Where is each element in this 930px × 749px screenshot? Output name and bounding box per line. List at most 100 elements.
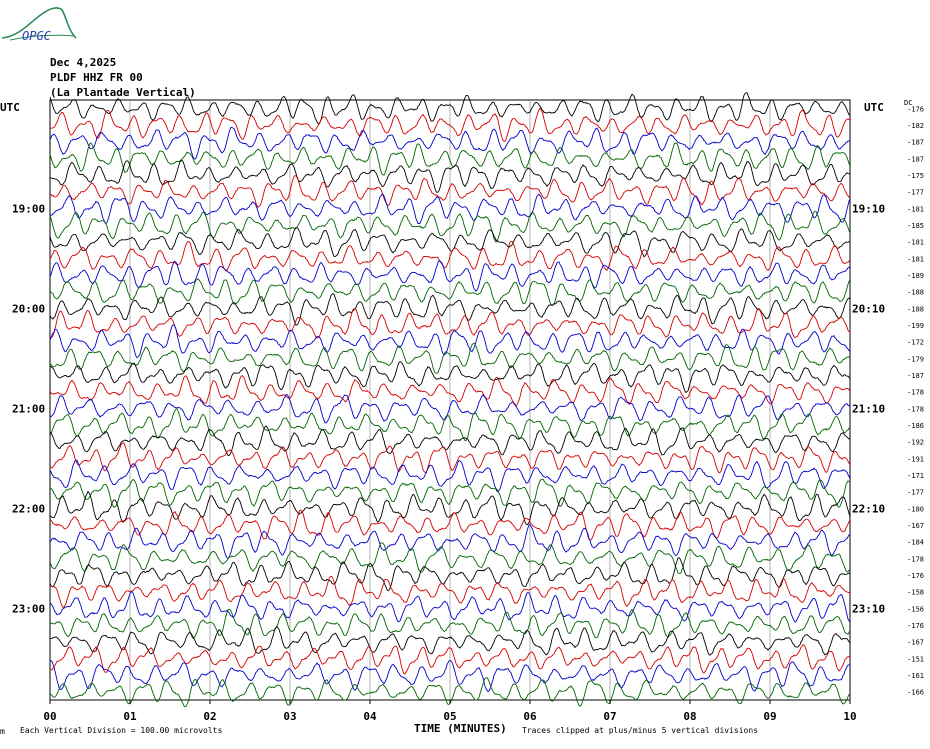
- dc-offset-label: -172: [907, 339, 924, 347]
- right-hour-label: 22:10: [852, 502, 885, 515]
- left-hour-label: 23:00: [12, 602, 45, 615]
- right-hour-label: 23:10: [852, 602, 885, 615]
- trace-line: [49, 92, 851, 125]
- trace-line: [49, 644, 851, 675]
- trace-line: [49, 374, 851, 407]
- left-hour-labels: 19:00 20:00 21:00 22:00 23:00: [12, 202, 45, 615]
- x-tick-label: 03: [283, 710, 296, 723]
- trace-line: [49, 591, 851, 623]
- dc-offset-label: -181: [907, 255, 924, 263]
- trace-line: [49, 227, 851, 258]
- trace-line: [49, 408, 851, 442]
- trace-line: [49, 240, 851, 272]
- trace-line: [49, 308, 851, 339]
- x-tick-label: 06: [523, 710, 537, 723]
- trace-line: [49, 260, 851, 293]
- x-tick-label: 01: [123, 710, 137, 723]
- dc-offset-label: -176: [907, 105, 924, 113]
- left-hour-label: 21:00: [12, 402, 45, 415]
- trace-line: [49, 625, 851, 656]
- dc-offset-label: -186: [907, 422, 924, 430]
- dc-offset-label: -179: [907, 355, 924, 363]
- x-tick-label: 07: [603, 710, 616, 723]
- dc-offset-label: -151: [907, 655, 924, 663]
- dc-offset-label: -191: [907, 455, 924, 463]
- trace-line: [49, 174, 851, 208]
- dc-offset-label: -187: [907, 155, 924, 163]
- trace-line: [49, 342, 851, 374]
- dc-offset-label: -158: [907, 589, 924, 597]
- dc-offset-label: -199: [907, 322, 924, 330]
- x-tick-label: 02: [203, 710, 216, 723]
- header-station: PLDF HHZ FR 00: [50, 71, 143, 84]
- right-hour-labels: 19:10 20:10 21:10 22:10 23:10: [852, 202, 885, 615]
- dc-column-label: DC: [904, 99, 912, 107]
- left-unit-label: UTC: [0, 101, 20, 114]
- right-hour-label: 20:10: [852, 302, 885, 315]
- right-unit-label: UTC: [864, 101, 884, 114]
- trace-line: [49, 557, 851, 592]
- trace-line: [49, 107, 850, 142]
- trace-line: [49, 575, 851, 608]
- trace-line: [49, 523, 851, 559]
- trace-line: [49, 210, 851, 243]
- logo-text: OPGC: [22, 29, 52, 43]
- opgc-logo: OPGC: [1, 7, 77, 43]
- header-date: Dec 4,2025: [50, 56, 116, 69]
- seismic-traces: [49, 92, 851, 707]
- dc-offset-label: -178: [907, 389, 924, 397]
- trace-line: [49, 293, 851, 326]
- trace-line: [49, 393, 851, 424]
- trace-line: [49, 126, 851, 160]
- dc-offset-label: -156: [907, 605, 924, 613]
- right-hour-label: 19:10: [852, 202, 885, 215]
- x-axis-ticks: 00 01 02 03 04 05 06 07 08 09 10: [43, 700, 857, 723]
- logo-swoosh-icon: [9, 34, 75, 41]
- dc-offset-label: -184: [907, 539, 924, 547]
- trace-line: [49, 324, 851, 359]
- right-hour-label: 21:10: [852, 402, 885, 415]
- clip-note: Traces clipped at plus/minus 5 vertical …: [522, 726, 758, 735]
- trace-line: [49, 425, 851, 457]
- dc-offset-label: -188: [907, 305, 924, 313]
- header-location: (La Plantade Vertical): [50, 86, 196, 99]
- dc-offset-label: -178: [907, 555, 924, 563]
- x-tick-label: 04: [363, 710, 377, 723]
- dc-offset-label: -177: [907, 189, 924, 197]
- trace-line: [49, 142, 851, 176]
- dc-offset-label: -182: [907, 122, 924, 130]
- dc-offset-label: -176: [907, 622, 924, 630]
- dc-offset-label: -189: [907, 272, 924, 280]
- x-tick-label: 09: [763, 710, 776, 723]
- dc-offset-label: -166: [907, 689, 924, 697]
- trace-line: [49, 278, 851, 307]
- trace-line: [49, 490, 851, 526]
- dc-offset-label: -188: [907, 289, 924, 297]
- trace-line: [49, 442, 851, 474]
- dc-offset-label: -185: [907, 222, 924, 230]
- trace-line: [49, 659, 850, 693]
- dc-offset-label: -171: [907, 472, 924, 480]
- left-hour-label: 19:00: [12, 202, 45, 215]
- dc-offset-label: -192: [907, 439, 924, 447]
- corner-mark: m: [0, 727, 5, 736]
- trace-line: [49, 459, 851, 493]
- dc-offset-label: -161: [907, 672, 924, 680]
- left-hour-label: 22:00: [12, 502, 45, 515]
- trace-line: [49, 193, 851, 225]
- dc-offset-label: -181: [907, 239, 924, 247]
- dc-offset-label: -187: [907, 139, 924, 147]
- logo-mountain-icon: [1, 7, 77, 39]
- x-tick-label: 10: [843, 710, 856, 723]
- dc-offset-label: -167: [907, 639, 924, 647]
- dc-offset-label: -176: [907, 572, 924, 580]
- left-hour-label: 20:00: [12, 302, 45, 315]
- trace-line: [49, 159, 851, 193]
- dc-offset-label: -175: [907, 172, 924, 180]
- dc-offset-label: -187: [907, 372, 924, 380]
- dc-offset-labels: -176 -182 -187 -187 -175 -177 -181 -185 -181 -181…: [907, 105, 924, 696]
- dc-offset-label: -181: [907, 205, 924, 213]
- x-tick-label: 08: [683, 710, 696, 723]
